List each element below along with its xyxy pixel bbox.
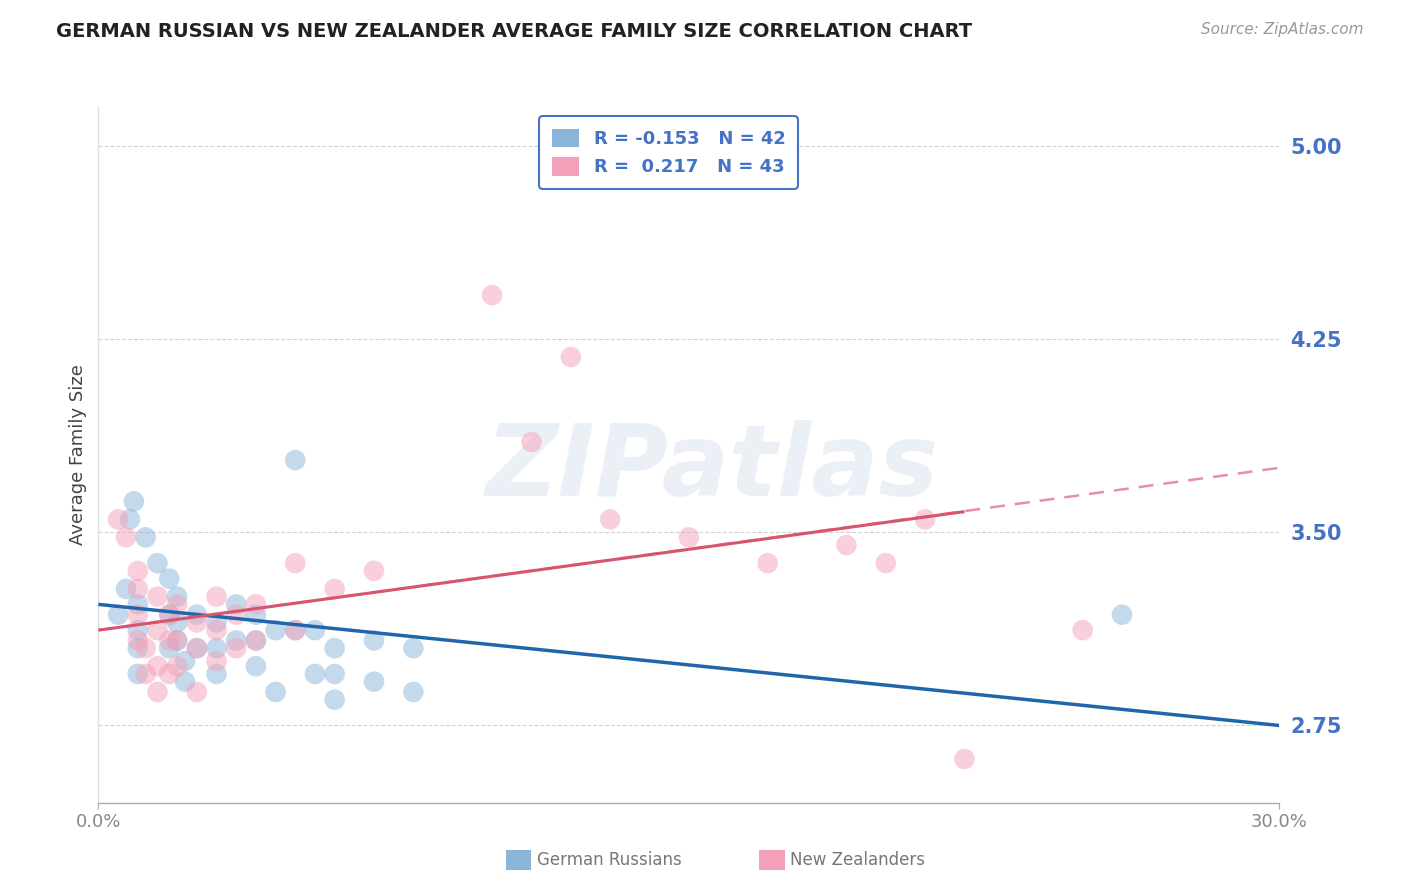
- Point: [186, 641, 208, 656]
- Point: [304, 667, 326, 681]
- Point: [599, 512, 621, 526]
- Point: [157, 641, 180, 656]
- Point: [107, 512, 129, 526]
- Point: [122, 494, 145, 508]
- Point: [953, 752, 976, 766]
- Point: [186, 607, 208, 622]
- Point: [205, 641, 228, 656]
- Point: [1111, 607, 1133, 622]
- Point: [146, 685, 169, 699]
- Point: [115, 582, 138, 596]
- Point: [186, 615, 208, 630]
- Point: [205, 654, 228, 668]
- Point: [323, 641, 346, 656]
- Point: [225, 641, 247, 656]
- Point: [205, 623, 228, 637]
- Point: [186, 685, 208, 699]
- Point: [146, 659, 169, 673]
- Point: [363, 564, 385, 578]
- Point: [157, 572, 180, 586]
- Point: [245, 659, 267, 673]
- Point: [520, 435, 543, 450]
- Point: [284, 623, 307, 637]
- Point: [127, 641, 149, 656]
- Point: [135, 667, 157, 681]
- Point: [107, 607, 129, 622]
- Point: [157, 607, 180, 622]
- Point: [363, 674, 385, 689]
- Point: [127, 607, 149, 622]
- Text: New Zealanders: New Zealanders: [790, 851, 925, 869]
- Point: [875, 556, 897, 570]
- Point: [225, 598, 247, 612]
- Y-axis label: Average Family Size: Average Family Size: [69, 365, 87, 545]
- Point: [264, 685, 287, 699]
- Text: German Russians: German Russians: [537, 851, 682, 869]
- Point: [174, 674, 197, 689]
- Point: [127, 598, 149, 612]
- Point: [135, 641, 157, 656]
- Point: [166, 615, 188, 630]
- Point: [127, 564, 149, 578]
- Point: [678, 530, 700, 544]
- Point: [205, 667, 228, 681]
- Point: [284, 623, 307, 637]
- Point: [835, 538, 858, 552]
- Point: [402, 685, 425, 699]
- Point: [157, 607, 180, 622]
- Point: [284, 556, 307, 570]
- Point: [560, 350, 582, 364]
- Point: [756, 556, 779, 570]
- Point: [1071, 623, 1094, 637]
- Point: [135, 530, 157, 544]
- Point: [146, 556, 169, 570]
- Point: [166, 633, 188, 648]
- Legend: R = -0.153   N = 42, R =  0.217   N = 43: R = -0.153 N = 42, R = 0.217 N = 43: [540, 116, 799, 189]
- Point: [402, 641, 425, 656]
- Point: [157, 667, 180, 681]
- Point: [157, 633, 180, 648]
- Point: [166, 633, 188, 648]
- Point: [914, 512, 936, 526]
- Point: [323, 582, 346, 596]
- Point: [127, 623, 149, 637]
- Text: GERMAN RUSSIAN VS NEW ZEALANDER AVERAGE FAMILY SIZE CORRELATION CHART: GERMAN RUSSIAN VS NEW ZEALANDER AVERAGE …: [56, 22, 973, 41]
- Point: [146, 590, 169, 604]
- Point: [264, 623, 287, 637]
- Point: [225, 633, 247, 648]
- Point: [225, 607, 247, 622]
- Point: [127, 633, 149, 648]
- Point: [245, 598, 267, 612]
- Point: [166, 590, 188, 604]
- Point: [363, 633, 385, 648]
- Point: [205, 615, 228, 630]
- Point: [245, 633, 267, 648]
- Point: [245, 633, 267, 648]
- Text: Source: ZipAtlas.com: Source: ZipAtlas.com: [1201, 22, 1364, 37]
- Point: [323, 692, 346, 706]
- Point: [146, 623, 169, 637]
- Point: [166, 659, 188, 673]
- Point: [304, 623, 326, 637]
- Point: [284, 453, 307, 467]
- Text: ZIPatlas: ZIPatlas: [486, 420, 939, 517]
- Point: [245, 607, 267, 622]
- Point: [186, 641, 208, 656]
- Point: [127, 582, 149, 596]
- Point: [115, 530, 138, 544]
- Point: [166, 598, 188, 612]
- Point: [127, 667, 149, 681]
- Point: [118, 512, 141, 526]
- Point: [205, 590, 228, 604]
- Point: [323, 667, 346, 681]
- Point: [174, 654, 197, 668]
- Point: [481, 288, 503, 302]
